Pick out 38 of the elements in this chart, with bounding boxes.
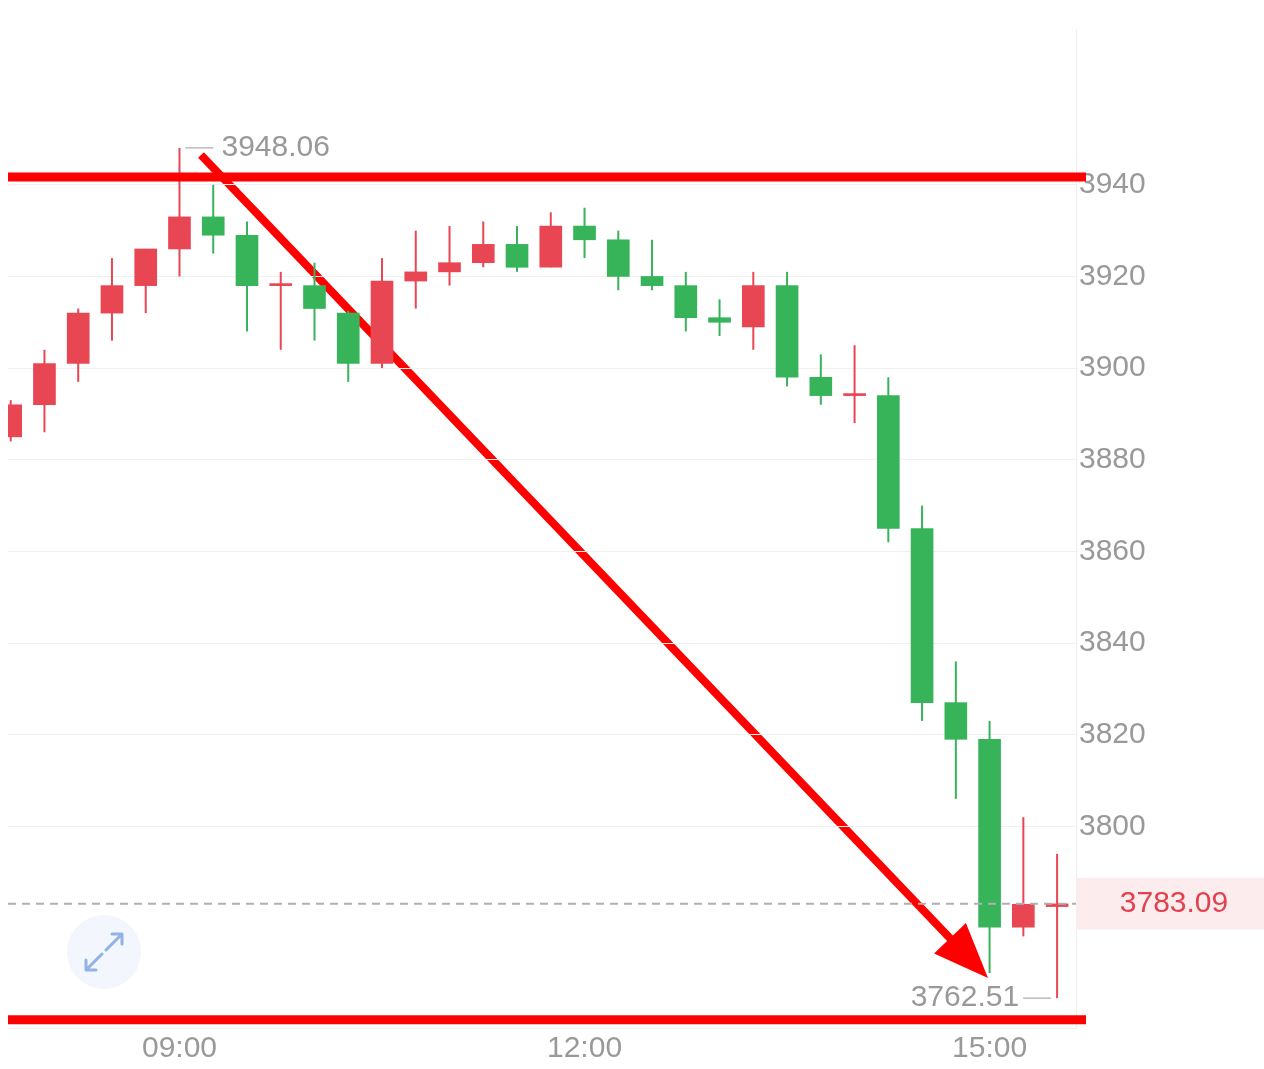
annotation: 3762.51 <box>910 979 1020 1013</box>
candlestick <box>843 344 866 425</box>
x-tick-label: 09:00 <box>141 1030 218 1064</box>
candlestick <box>539 211 563 269</box>
y-tick-label: 3940 <box>1078 166 1146 200</box>
candlestick <box>201 183 225 255</box>
candlestick <box>741 270 765 351</box>
y-tick-label: 3820 <box>1078 715 1146 749</box>
candlestick <box>66 307 90 383</box>
candlestick <box>438 225 461 287</box>
candlestick <box>978 719 1001 975</box>
candlestick <box>471 220 495 269</box>
candlestick <box>336 309 360 383</box>
candlestick <box>1012 816 1035 938</box>
candlestick <box>168 146 191 278</box>
candlestick <box>606 229 630 292</box>
candlestick <box>674 270 698 333</box>
y-tick-label: 3900 <box>1078 349 1146 383</box>
x-tick-label: 12:00 <box>546 1030 623 1064</box>
candlestick <box>303 261 326 342</box>
ref-line-label: 3783.09 <box>1119 885 1229 919</box>
y-tick-label: 3840 <box>1078 624 1146 658</box>
y-tick-label: 3880 <box>1078 441 1146 475</box>
y-tick-label: 3920 <box>1078 257 1146 291</box>
candlestick <box>809 353 833 406</box>
candlestick <box>944 660 968 800</box>
candlestick <box>269 270 293 351</box>
candlestick <box>876 376 900 544</box>
candlestick <box>33 348 56 434</box>
annotation: 3948.06 <box>221 129 330 163</box>
candlestick <box>134 247 158 315</box>
candlestick <box>708 298 731 338</box>
y-tick-label: 3860 <box>1078 532 1146 566</box>
y-tick-label: 3800 <box>1078 807 1146 841</box>
candlestick <box>505 225 529 273</box>
x-tick-label: 15:00 <box>952 1030 1028 1064</box>
candlestick <box>573 206 596 260</box>
candlestick <box>640 238 664 292</box>
